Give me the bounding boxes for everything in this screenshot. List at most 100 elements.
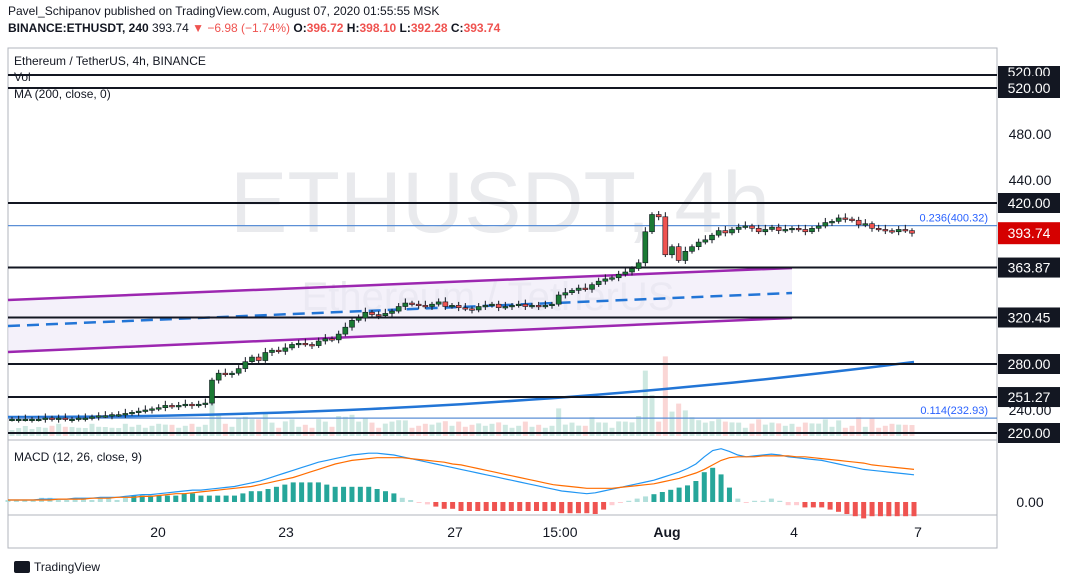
macd-hist-bar — [198, 495, 204, 502]
price-level-tag — [998, 76, 1060, 78]
volume-bar — [549, 425, 555, 436]
macd-hist-bar — [500, 502, 506, 511]
macd-hist-bar — [257, 491, 263, 502]
volume-bar — [76, 427, 82, 436]
macd-hist-bar — [139, 495, 145, 502]
footer[interactable]: TradingView — [14, 560, 100, 574]
time-tick-label: 15:00 — [542, 524, 577, 540]
candle-body — [902, 229, 909, 232]
volume-bar — [642, 370, 648, 436]
volume-bar — [556, 408, 562, 436]
macd-hist-bar — [894, 502, 900, 517]
candle-body — [442, 301, 449, 307]
macd-hist-bar — [852, 502, 858, 517]
candle-body — [769, 226, 775, 230]
volume-bar — [456, 421, 462, 436]
open-label: O: — [293, 21, 307, 35]
macd-hist-bar — [97, 497, 103, 502]
macd-hist-bar — [433, 502, 439, 507]
volume-bar — [369, 422, 375, 436]
volume-bar — [862, 426, 868, 436]
volume-bar — [202, 424, 208, 436]
macd-line — [8, 448, 915, 501]
volume-bar — [776, 423, 782, 436]
volume-bar — [69, 427, 75, 436]
macd-hist-bar — [735, 498, 741, 502]
price-level-tag — [998, 66, 1060, 78]
last-price-tag — [998, 222, 1060, 245]
volume-bar — [689, 417, 695, 436]
candle-body — [375, 314, 382, 317]
volume-bar — [889, 423, 895, 436]
macd-hist-bar — [575, 502, 581, 514]
volume-bar — [602, 422, 608, 436]
candle-body — [249, 356, 255, 363]
candle-body — [49, 417, 55, 420]
macd-hist-bar — [827, 502, 833, 510]
volume-bar — [49, 425, 55, 436]
macd-hist-bar — [710, 467, 716, 502]
volume-bar — [316, 419, 322, 436]
time-tick-label: 27 — [447, 524, 463, 540]
volume-bar — [249, 419, 255, 436]
candle-body — [115, 414, 122, 417]
publisher-line: Pavel_Schipanov published on TradingView… — [8, 4, 440, 18]
macd-hist-bar — [416, 502, 422, 503]
macd-hist-bar — [550, 502, 556, 511]
volume-bar — [156, 423, 162, 436]
volume-bar — [62, 426, 68, 436]
volume-bar — [609, 427, 615, 436]
volume-bar — [669, 411, 675, 436]
candle-body — [889, 230, 895, 233]
candle-body — [795, 228, 802, 231]
candle-body — [109, 414, 115, 417]
volume-bar — [836, 420, 842, 436]
candle-body — [195, 403, 202, 407]
macd-hist-bar — [559, 502, 565, 514]
candle-body — [175, 405, 182, 408]
candle-body — [835, 217, 842, 222]
price-tick-label: 440.00 — [1009, 172, 1052, 188]
legend-macd: MACD (12, 26, close, 9) — [14, 450, 142, 464]
volume-bar — [36, 427, 42, 436]
candle-body — [615, 273, 622, 279]
volume-bar — [176, 427, 182, 436]
macd-hist-bar — [542, 502, 548, 511]
volume-bar — [876, 427, 882, 436]
macd-hist-bar — [215, 495, 221, 502]
macd-hist-bar — [802, 502, 808, 508]
candle-body — [455, 305, 462, 308]
macd-hist-bar — [391, 493, 397, 502]
macd-hist-bar — [726, 487, 732, 502]
candle-body — [522, 303, 529, 307]
candle-body — [342, 326, 349, 335]
volume-bar — [816, 423, 822, 436]
macd-hist-bar — [366, 486, 372, 502]
volume-bar — [96, 426, 102, 436]
macd-hist-bar — [307, 482, 313, 502]
candle-body — [789, 228, 795, 231]
candle-body — [409, 302, 415, 305]
volume-bar — [222, 423, 228, 436]
candle-body — [269, 349, 275, 353]
candle-body — [22, 418, 29, 422]
volume-bar — [529, 426, 535, 436]
volume-bar — [282, 421, 288, 436]
price-level-tag-text: 320.45 — [1008, 309, 1051, 325]
volume-bar — [262, 413, 268, 436]
volume-bar — [722, 421, 728, 436]
close-label: C: — [450, 21, 464, 35]
macd-hist-bar — [122, 497, 128, 502]
volume-bar — [869, 418, 875, 436]
macd-hist-bar — [5, 500, 11, 502]
candle-body — [62, 417, 69, 420]
candle-body — [509, 305, 515, 308]
candle-body — [502, 306, 509, 309]
volume-bar — [629, 422, 635, 436]
volume-bar — [182, 425, 188, 436]
candle-body — [709, 234, 715, 241]
macd-hist-bar — [911, 502, 917, 517]
candle-body — [29, 418, 35, 422]
candle-body — [229, 372, 235, 376]
